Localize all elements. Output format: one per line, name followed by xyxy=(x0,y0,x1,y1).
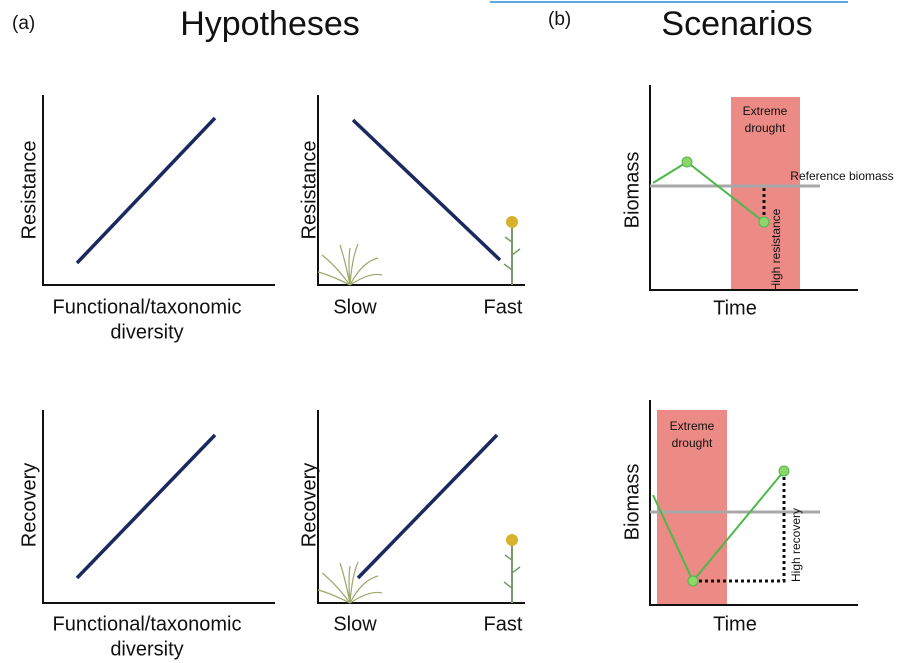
y-label: Resistance xyxy=(298,141,320,240)
flower-icon xyxy=(504,216,520,285)
grass-icon xyxy=(318,562,382,603)
reference-label: Reference biomass xyxy=(790,169,893,183)
y-label: Resistance xyxy=(18,141,40,240)
x-label: Slow xyxy=(333,296,377,318)
effect-label: High resistance xyxy=(769,208,783,291)
part-title: Scenarios xyxy=(661,5,812,43)
part-title: Hypotheses xyxy=(180,5,360,43)
y-label: Recovery xyxy=(18,463,40,547)
trend-line xyxy=(77,118,215,263)
drought-label: drought xyxy=(672,436,713,450)
flower-icon xyxy=(504,534,520,603)
drought-label: drought xyxy=(745,121,786,135)
trend-line xyxy=(353,120,500,260)
axes xyxy=(43,95,275,285)
drought-label: Extreme xyxy=(670,419,715,433)
grass-icon xyxy=(318,244,382,285)
biomass-point xyxy=(759,217,769,227)
biomass-point xyxy=(779,466,789,476)
y-label: Recovery xyxy=(298,463,320,547)
x-label: Functional/taxonomic xyxy=(53,296,242,318)
biomass-point xyxy=(688,576,698,586)
drought-label: Extreme xyxy=(743,104,788,118)
biomass-point xyxy=(682,157,692,167)
x-label: Time xyxy=(713,613,757,635)
x-label: Time xyxy=(713,297,757,319)
x-label: diversity xyxy=(110,638,183,660)
y-label: Biomass xyxy=(621,152,643,229)
y-label: Biomass xyxy=(621,464,643,541)
figure: (a) Hypotheses (b) Scenarios Resistance … xyxy=(0,0,906,663)
x-label: Fast xyxy=(484,296,523,318)
x-label: diversity xyxy=(110,321,183,343)
part-label: (a) xyxy=(12,13,35,34)
axes xyxy=(43,410,275,603)
trend-line xyxy=(358,435,497,578)
part-label: (b) xyxy=(548,9,571,30)
trend-line xyxy=(77,435,215,578)
x-label: Functional/taxonomic xyxy=(53,613,242,635)
x-label: Slow xyxy=(333,613,377,635)
effect-label: High recovery xyxy=(789,508,803,582)
x-label: Fast xyxy=(484,613,523,635)
